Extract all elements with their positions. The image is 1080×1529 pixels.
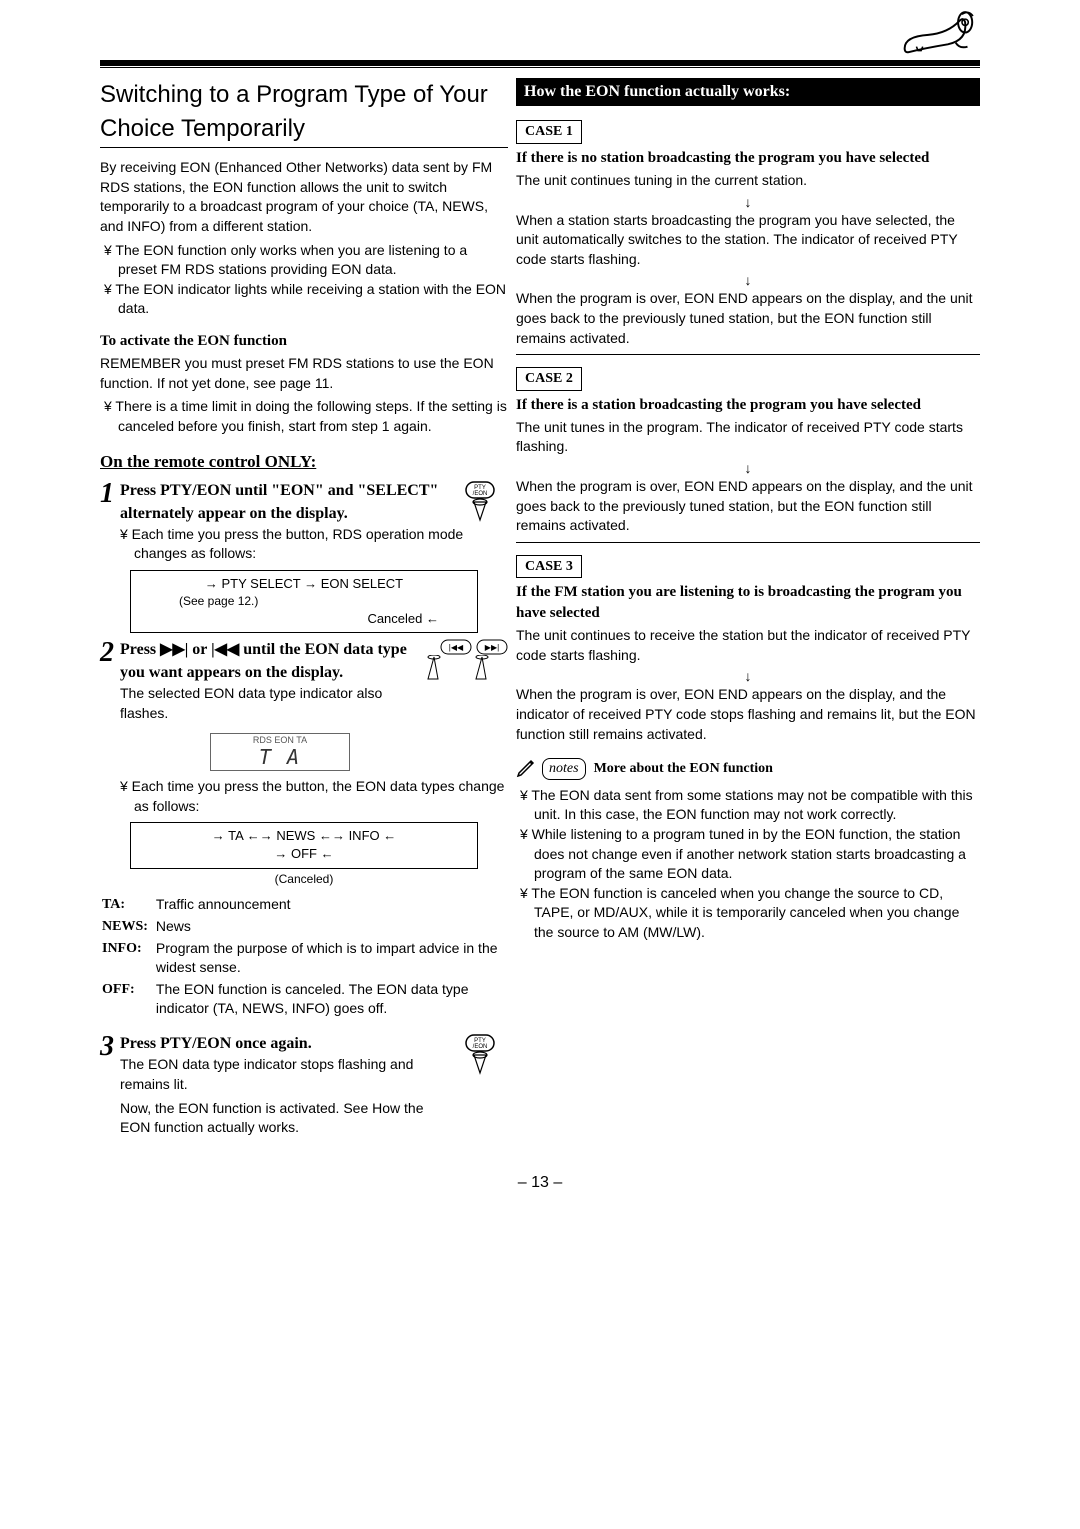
notes-bullet-3: ¥ The EON function is canceled when you … bbox=[520, 884, 980, 943]
eon-works-banner: How the EON function actually works: bbox=[516, 78, 980, 106]
svg-text:/EON: /EON bbox=[473, 491, 488, 497]
flow-cancel: Canceled bbox=[367, 611, 422, 626]
case-3-label: CASE 3 bbox=[516, 555, 582, 579]
skip-buttons-icon: |◀◀ ▶▶| bbox=[418, 639, 508, 681]
prev-track-icon: |◀◀ bbox=[211, 641, 239, 658]
pty-eon-button-icon: PTY /EON bbox=[460, 1033, 508, 1075]
flow-arrow-icon: → bbox=[304, 576, 321, 591]
step-3-title: Press PTY/EON once again. bbox=[120, 1033, 454, 1055]
case-3-condition: If the FM station you are listening to i… bbox=[516, 582, 980, 624]
flow-arrow-icon: ←→ bbox=[247, 828, 277, 843]
rds-mode-flow: → PTY SELECT → EON SELECT (See page 12.)… bbox=[130, 570, 478, 633]
notes-label: notes bbox=[542, 758, 586, 780]
step-1-bullet: ¥ Each time you press the button, RDS op… bbox=[120, 525, 508, 564]
flow-arrow-icon: → bbox=[274, 846, 291, 861]
notes-head: More about the EON function bbox=[594, 759, 773, 779]
case-2-condition: If there is a station broadcasting the p… bbox=[516, 395, 980, 416]
activate-text: REMEMBER you must preset FM RDS stations… bbox=[100, 354, 508, 393]
def-row: OFF:The EON function is canceled. The EO… bbox=[102, 980, 506, 1019]
eon-type-flow: → TA ←→ NEWS ←→ INFO ← → OFF ← bbox=[130, 822, 478, 868]
flow-item: EON SELECT bbox=[321, 576, 403, 591]
activate-head: To activate the EON function bbox=[100, 331, 508, 352]
step-2-title: Press ▶▶| or |◀◀ until the EON data type… bbox=[120, 639, 412, 684]
case-1-text-1: The unit continues tuning in the current… bbox=[516, 171, 980, 191]
flow-arrow-icon: ← bbox=[321, 846, 334, 861]
flow-item: NEWS bbox=[276, 828, 315, 843]
next-track-icon: ▶▶| bbox=[160, 641, 188, 658]
case-2-text-2: When the program is over, EON END appear… bbox=[516, 477, 980, 536]
page-header bbox=[100, 60, 980, 68]
flow-arrow-icon: → bbox=[212, 828, 228, 843]
display-main: T A bbox=[211, 746, 349, 768]
notes-bullet-1: ¥ The EON data sent from some stations m… bbox=[520, 786, 980, 825]
content-columns: Switching to a Program Type of Your Choi… bbox=[100, 78, 980, 1142]
left-column: Switching to a Program Type of Your Choi… bbox=[100, 78, 508, 1142]
step-2-bullet: ¥ Each time you press the button, the EO… bbox=[120, 777, 508, 816]
intro-bullet-1: ¥ The EON function only works when you a… bbox=[104, 241, 508, 280]
step-2-text: The selected EON data type indicator als… bbox=[120, 684, 412, 723]
pencil-icon bbox=[516, 758, 538, 780]
flow-arrow-icon: ←→ bbox=[319, 828, 349, 843]
pty-eon-button-icon: PTY /EON bbox=[460, 480, 508, 522]
flow-item: PTY SELECT bbox=[222, 576, 301, 591]
display-readout: RDS EON TA T A bbox=[210, 733, 350, 771]
eon-type-definitions: TA:Traffic announcement NEWS:News INFO:P… bbox=[100, 893, 508, 1021]
case-1-text-3: When the program is over, EON END appear… bbox=[516, 289, 980, 348]
def-row: TA:Traffic announcement bbox=[102, 895, 506, 915]
flow-off-sub: (Canceled) bbox=[100, 871, 508, 888]
intro-text: By receiving EON (Enhanced Other Network… bbox=[100, 158, 508, 236]
step-1: 1 Press PTY/EON until "EON" and "SELECT"… bbox=[100, 480, 508, 525]
case-2-text-1: The unit tunes in the program. The indic… bbox=[516, 418, 980, 457]
flow-sub: (See page 12.) bbox=[139, 593, 469, 610]
down-arrow-icon: ↓ bbox=[516, 461, 980, 475]
svg-text:/EON: /EON bbox=[473, 1044, 488, 1050]
intro-bullet-2: ¥ The EON indicator lights while receivi… bbox=[104, 280, 508, 319]
svg-text:|◀◀: |◀◀ bbox=[449, 643, 464, 652]
flow-arrow-icon: ← bbox=[383, 828, 396, 843]
def-row: INFO:Program the purpose of which is to … bbox=[102, 939, 506, 978]
step-1-title: Press PTY/EON until "EON" and "SELECT" a… bbox=[120, 480, 454, 525]
step-number: 1 bbox=[100, 480, 114, 508]
remote-head: On the remote control ONLY: bbox=[100, 450, 508, 474]
step-3: 3 Press PTY/EON once again. The EON data… bbox=[100, 1033, 508, 1142]
flow-off: OFF bbox=[291, 846, 317, 861]
down-arrow-icon: ↓ bbox=[516, 669, 980, 683]
flow-arrow-icon: ← bbox=[426, 611, 439, 626]
step-3-text-1: The EON data type indicator stops flashi… bbox=[120, 1055, 454, 1094]
case-3-text-2: When the program is over, EON END appear… bbox=[516, 685, 980, 744]
page-number: – 13 – bbox=[100, 1172, 980, 1194]
down-arrow-icon: ↓ bbox=[516, 273, 980, 287]
activate-bullet: ¥ There is a time limit in doing the fol… bbox=[104, 397, 508, 436]
flow-item: TA bbox=[228, 828, 243, 843]
def-row: NEWS:News bbox=[102, 917, 506, 937]
case-1-label: CASE 1 bbox=[516, 120, 582, 144]
case-3-text-1: The unit continues to receive the statio… bbox=[516, 626, 980, 665]
section-title: Switching to a Program Type of Your Choi… bbox=[100, 78, 508, 145]
step-number: 2 bbox=[100, 639, 114, 667]
case-1-condition: If there is no station broadcasting the … bbox=[516, 148, 980, 169]
flow-arrow-icon: → bbox=[205, 576, 222, 591]
step-3-text-2: Now, the EON function is activated. See … bbox=[120, 1099, 454, 1138]
right-column: How the EON function actually works: CAS… bbox=[516, 78, 980, 1142]
case-2-label: CASE 2 bbox=[516, 367, 582, 391]
step-2: 2 Press ▶▶| or |◀◀ until the EON data ty… bbox=[100, 639, 508, 727]
step-number: 3 bbox=[100, 1033, 114, 1061]
notes-bullet-2: ¥ While listening to a program tuned in … bbox=[520, 825, 980, 884]
case-1-text-2: When a station starts broadcasting the p… bbox=[516, 211, 980, 270]
flow-item: INFO bbox=[349, 828, 380, 843]
notes-header: notes More about the EON function bbox=[516, 758, 773, 780]
horn-speaker-icon bbox=[900, 5, 980, 60]
down-arrow-icon: ↓ bbox=[516, 195, 980, 209]
svg-text:▶▶|: ▶▶| bbox=[485, 643, 499, 652]
